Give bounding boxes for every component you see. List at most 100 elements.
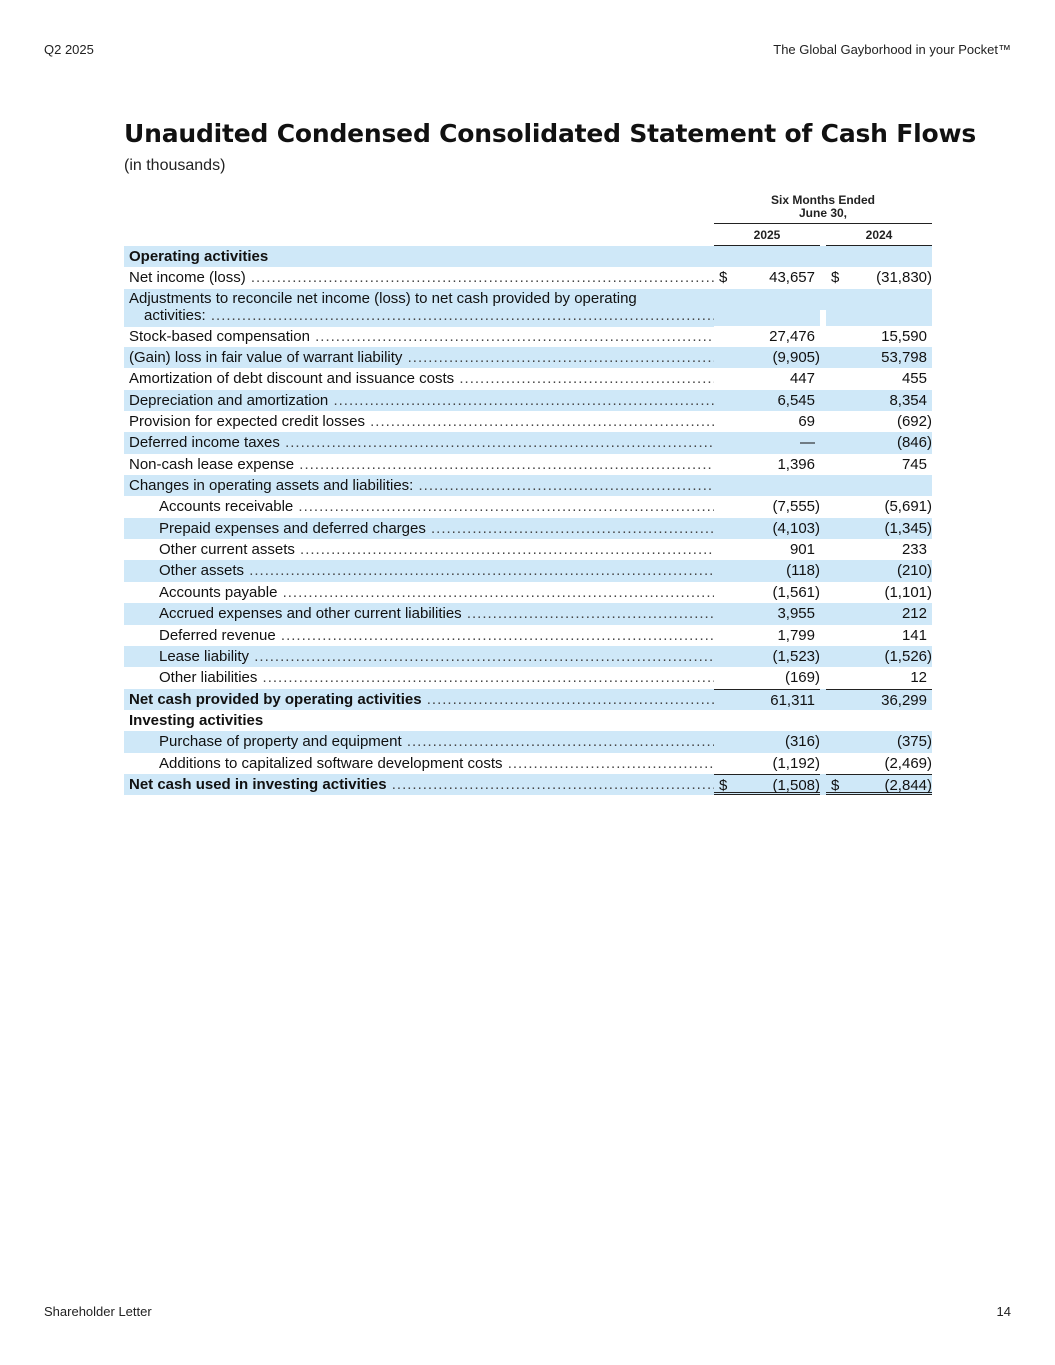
row-value: (2,844) — [884, 776, 932, 794]
value-cell-year-b: 15,590 — [826, 326, 932, 347]
column-header-year-a: 2025 — [753, 228, 781, 242]
row-value: (1,526) — [884, 647, 932, 665]
leader-dots: ........................................… — [300, 541, 714, 559]
row-label-continued-text: activities: — [144, 306, 206, 324]
row-value: 69 — [798, 413, 815, 431]
leader-dots: ........................................… — [282, 583, 714, 601]
leader-dots: ........................................… — [370, 413, 714, 431]
column-gap — [820, 453, 826, 476]
leader-dots: ........................................… — [250, 269, 714, 287]
period-heading-line2: June 30, — [798, 206, 848, 220]
leader-dots: ........................................… — [299, 455, 714, 473]
row-value: 901 — [789, 541, 815, 559]
row-label: Changes in operating assets and liabilit… — [124, 477, 414, 495]
row-value: (1,101) — [884, 583, 932, 601]
leader-dots: ........................................… — [406, 733, 714, 751]
row-value: 43,657 — [769, 269, 815, 287]
table-row: Changes in operating assets and liabilit… — [124, 475, 932, 497]
row-value: (9,905) — [772, 349, 820, 367]
column-gap — [820, 347, 826, 369]
leader-dots: ........................................… — [285, 434, 714, 452]
row-value: (5,691) — [884, 498, 932, 516]
value-cell-year-a: $ (1,508) — [714, 773, 820, 796]
row-label-cell: Accounts receivable ....................… — [124, 496, 714, 517]
value-cell-year-b — [826, 246, 932, 268]
value-cell-year-a — [714, 710, 820, 731]
footer-document-name: Shareholder Letter — [44, 1304, 152, 1319]
value-cell-year-b — [826, 475, 932, 497]
leader-dots: ........................................… — [333, 391, 714, 409]
column-gap — [820, 496, 826, 518]
row-value: (316) — [784, 733, 820, 751]
column-header-rule-a — [714, 245, 820, 246]
row-label: Stock-based compensation — [129, 327, 310, 345]
row-label-cell: Amortization of debt discount and issuan… — [124, 368, 714, 389]
value-cell-year-b: 233 — [826, 539, 932, 560]
row-label: Provision for expected credit losses — [129, 413, 365, 431]
leader-dots: ........................................… — [407, 349, 714, 367]
row-value: 447 — [789, 370, 815, 388]
row-value: 141 — [901, 626, 927, 644]
row-label: Amortization of debt discount and issuan… — [129, 370, 455, 388]
row-label: Other liabilities — [159, 669, 258, 687]
row-value: 455 — [901, 370, 927, 388]
column-gap — [820, 560, 826, 582]
table-row: Stock-based compensation ...............… — [124, 325, 932, 348]
table-row: Accrued expenses and other current liabi… — [124, 603, 932, 625]
row-value: (1,192) — [772, 754, 820, 772]
value-cell-year-a: 6,545 — [714, 389, 820, 412]
table-body: Operating activities Net income (loss) ..… — [124, 246, 932, 796]
row-value: (375) — [896, 733, 932, 751]
row-value: 12 — [910, 669, 927, 687]
column-gap — [820, 389, 826, 412]
column-gap — [820, 539, 826, 561]
value-cell-year-b: 745 — [826, 454, 932, 475]
leader-dots: ........................................… — [466, 605, 714, 623]
row-label-cell: Deferred revenue .......................… — [124, 625, 714, 646]
row-value: 36,299 — [881, 691, 927, 709]
row-label: Deferred income taxes — [124, 434, 280, 452]
row-label-cell: Additions to capitalized software develo… — [124, 753, 714, 774]
row-label-cell: Other assets ...........................… — [124, 560, 714, 582]
value-cell-year-b: (5,691) — [826, 496, 932, 517]
column-gap — [820, 709, 826, 732]
value-cell-year-b: $ (31,830) — [826, 267, 932, 288]
row-value: (1,561) — [772, 583, 820, 601]
row-label-cell: Operating activities — [124, 246, 714, 268]
leader-dots: ........................................… — [210, 306, 714, 324]
row-value: 3,955 — [777, 605, 815, 623]
row-value: 1,396 — [777, 455, 815, 473]
column-gap — [820, 411, 826, 433]
column-gap — [820, 645, 826, 668]
table-row: Deferred income taxes ..................… — [124, 432, 932, 454]
row-label: Accrued expenses and other current liabi… — [124, 605, 462, 623]
row-label-cell: Purchase of property and equipment .....… — [124, 731, 714, 753]
value-cell-year-a: 69 — [714, 411, 820, 432]
row-label: Net income (loss) — [129, 269, 246, 287]
value-cell-year-b — [826, 288, 932, 326]
row-label: Lease liability — [124, 647, 250, 665]
value-cell-year-b: 141 — [826, 625, 932, 646]
column-gap — [820, 432, 826, 454]
row-value: (846) — [896, 434, 932, 452]
value-cell-year-a: (7,555) — [714, 496, 820, 517]
table-row: Other current assets ...................… — [124, 539, 932, 561]
value-cell-year-a: 1,396 — [714, 454, 820, 475]
table-row: Lease liability ........................… — [124, 645, 932, 668]
row-label-cell: Deferred income taxes ..................… — [124, 432, 714, 454]
row-label: Net cash provided by operating activitie… — [124, 690, 422, 708]
row-value: (169) — [784, 669, 820, 687]
row-label: Net cash used in investing activities — [124, 775, 387, 793]
row-label-cell: Prepaid expenses and deferred charges ..… — [124, 517, 714, 540]
leader-dots: ........................................… — [418, 477, 715, 495]
table-row: (Gain) loss in fair value of warrant lia… — [124, 347, 932, 369]
currency-symbol: $ — [719, 269, 728, 287]
row-value: (1,508) — [772, 776, 820, 794]
leader-dots: ........................................… — [426, 690, 714, 708]
row-label-cell: Other current assets ...................… — [124, 539, 714, 560]
column-gap — [820, 667, 826, 689]
row-value: 1,799 — [777, 626, 815, 644]
table-row: Additions to capitalized software develo… — [124, 752, 932, 774]
table-row: Deferred revenue .......................… — [124, 624, 932, 646]
row-value: 61,311 — [770, 691, 815, 709]
